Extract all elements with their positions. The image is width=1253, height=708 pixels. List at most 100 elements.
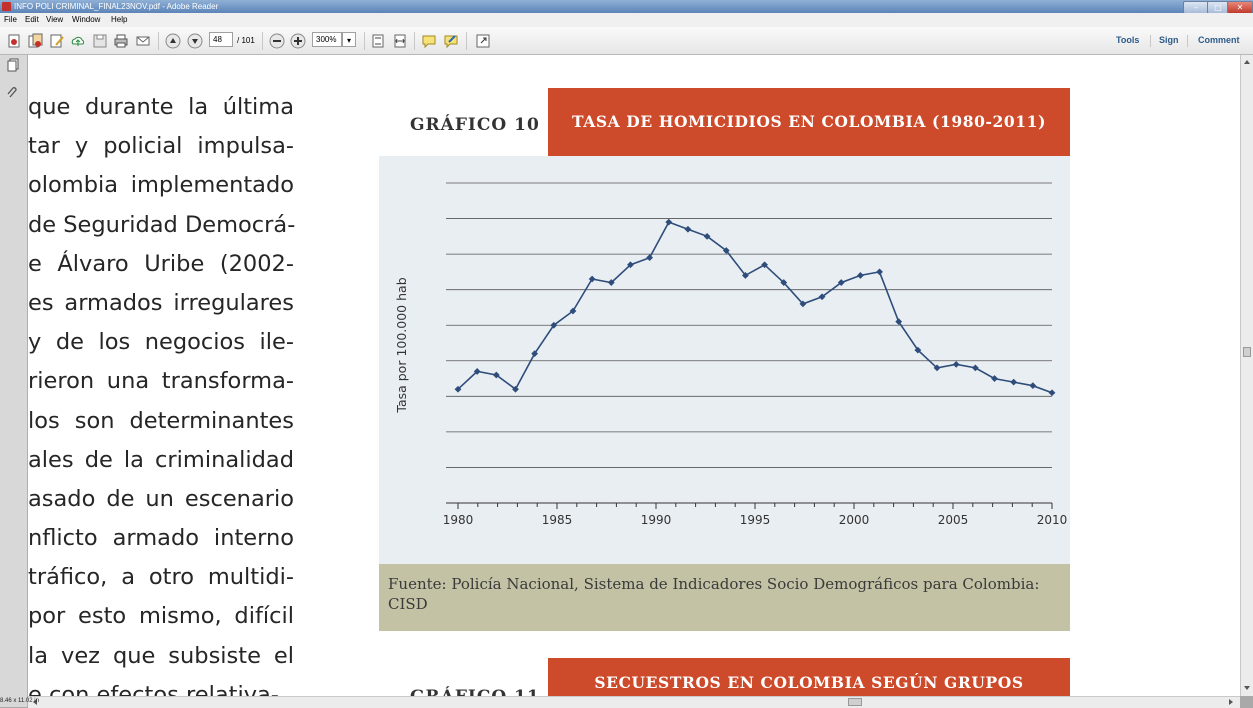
cloud-upload-icon[interactable] — [70, 33, 86, 49]
toolbar-divider — [158, 32, 159, 50]
toolbar-divider — [1150, 35, 1151, 47]
body-line: e con efectos relativa- — [28, 681, 279, 696]
data-point — [952, 360, 960, 368]
comment-link[interactable]: Comment — [1198, 35, 1240, 45]
body-line: los son determinantes — [28, 407, 294, 434]
scroll-thumb[interactable] — [1243, 347, 1251, 357]
toolbar: / 101 ▾ Tools Sign Comment — [0, 27, 1253, 55]
attachments-icon[interactable] — [6, 86, 20, 100]
sign-link[interactable]: Sign — [1159, 35, 1179, 45]
window-title: INFO POLI CRIMINAL_FINAL23NOV.pdf - Adob… — [14, 2, 219, 11]
adobe-reader-icon — [2, 2, 11, 11]
document-page: que durante la última tar y policial imp… — [28, 55, 1240, 696]
zoom-out-icon[interactable] — [269, 33, 285, 49]
x-tick-label: 1985 — [542, 513, 573, 527]
x-tick-label: 2010 — [1037, 513, 1068, 527]
vertical-scrollbar[interactable] — [1240, 55, 1253, 696]
figure-11-label: GRÁFICO 11 — [380, 663, 580, 696]
save-icon[interactable] — [92, 33, 108, 49]
source-panel: Fuente: Policía Nacional, Sistema de Ind… — [379, 564, 1070, 631]
body-line: la vez que subsiste el — [28, 642, 294, 669]
horizontal-scrollbar[interactable] — [28, 696, 1240, 708]
expand-icon[interactable] — [475, 33, 491, 49]
data-point — [971, 364, 979, 372]
tools-link[interactable]: Tools — [1116, 35, 1140, 45]
x-tick-label: 2000 — [839, 513, 870, 527]
body-line: y de los negocios ile- — [28, 329, 294, 356]
email-icon[interactable] — [135, 33, 151, 49]
scroll-left-icon[interactable] — [30, 697, 40, 707]
scroll-up-icon[interactable] — [1242, 57, 1252, 67]
body-line: e Álvaro Uribe (2002- — [28, 250, 294, 277]
toolbar-divider — [262, 32, 263, 50]
highlight-icon[interactable] — [443, 33, 459, 49]
chevron-down-icon: ▾ — [346, 36, 351, 45]
body-text: que durante la última tar y policial imp… — [28, 88, 296, 696]
series-line — [457, 221, 1053, 394]
x-tick-label: 2005 — [938, 513, 969, 527]
data-point — [856, 272, 864, 279]
data-point — [991, 375, 998, 382]
x-tick-label: 1980 — [443, 513, 474, 527]
combine-files-icon[interactable] — [27, 33, 43, 49]
chart-panel: 1980 1985 1990 1995 2000 2005 2010 Tasa por 10… — [379, 156, 1070, 564]
data-point — [1010, 378, 1018, 386]
title-bar: INFO POLI CRIMINAL_FINAL23NOV.pdf - Adob… — [0, 0, 1253, 14]
body-line: asado de un escenario — [28, 485, 294, 512]
figure-source: Fuente: Policía Nacional, Sistema de Ind… — [388, 575, 1040, 613]
scroll-thumb[interactable] — [848, 698, 862, 706]
data-point — [646, 254, 654, 262]
toolbar-divider — [364, 32, 365, 50]
data-point — [569, 307, 577, 315]
zoom-dropdown[interactable]: ▾ — [342, 32, 356, 47]
homicide-rate-chart: 1980 1985 1990 1995 2000 2005 2010 Tasa por 10… — [394, 182, 1068, 527]
edit-document-icon[interactable] — [49, 33, 65, 49]
zoom-in-icon[interactable] — [290, 33, 306, 49]
body-line: ales de la criminalidad — [28, 446, 294, 473]
body-line: tar y policial impulsa- — [28, 133, 294, 160]
data-point — [492, 371, 500, 379]
toolbar-divider — [414, 32, 415, 50]
body-line: por esto mismo, difícil — [28, 603, 294, 630]
data-point — [1048, 389, 1056, 397]
body-line: nflicto armado interno — [28, 525, 294, 552]
body-line: rieron una transforma- — [28, 368, 294, 395]
navigation-pane — [0, 55, 28, 707]
page-total: / 101 — [237, 36, 255, 45]
body-line: de Seguridad Democrá- — [28, 211, 296, 238]
figure-10-title: TASA DE HOMICIDIOS EN COLOMBIA (1980-201… — [548, 88, 1070, 156]
scroll-right-icon[interactable] — [1226, 697, 1236, 707]
menu-file[interactable]: File — [4, 15, 17, 24]
scroll-down-icon[interactable] — [1242, 683, 1252, 693]
figure-10-label: GRÁFICO 10 — [410, 115, 540, 135]
body-line: es armados irregulares — [28, 289, 294, 316]
next-page-icon[interactable] — [187, 33, 203, 49]
data-point — [454, 385, 462, 393]
x-tick-label: 1995 — [740, 513, 771, 527]
body-line: que durante la última — [28, 94, 294, 120]
sticky-note-icon[interactable] — [421, 33, 437, 49]
figure-11-title: SECUESTROS EN COLOMBIA SEGÚN GRUPOS — [548, 658, 1070, 696]
data-point — [703, 232, 711, 240]
body-line: tráfico, a otro multidi- — [28, 564, 294, 591]
previous-page-icon[interactable] — [165, 33, 181, 49]
menu-bar: File Edit View Window Help — [0, 13, 1253, 27]
create-pdf-icon[interactable] — [6, 33, 22, 49]
fit-width-icon[interactable] — [392, 33, 408, 49]
menu-view[interactable]: View — [46, 15, 64, 24]
toolbar-divider — [1187, 35, 1188, 47]
page-number-input[interactable] — [209, 32, 233, 47]
menu-help[interactable]: Help — [111, 15, 128, 24]
page-thumbnails-icon[interactable] — [6, 58, 20, 72]
menu-window[interactable]: Window — [72, 15, 101, 24]
menu-edit[interactable]: Edit — [25, 15, 39, 24]
data-point — [684, 225, 692, 233]
data-point — [665, 218, 673, 226]
zoom-level-input[interactable] — [312, 32, 342, 47]
fit-page-icon[interactable] — [370, 33, 386, 49]
body-line: olombia implementado — [28, 172, 294, 199]
page-size-indicator: 8.46 x 11.02 in — [0, 696, 39, 707]
data-point — [1029, 382, 1037, 390]
print-icon[interactable] — [113, 33, 129, 49]
data-point — [799, 300, 807, 308]
